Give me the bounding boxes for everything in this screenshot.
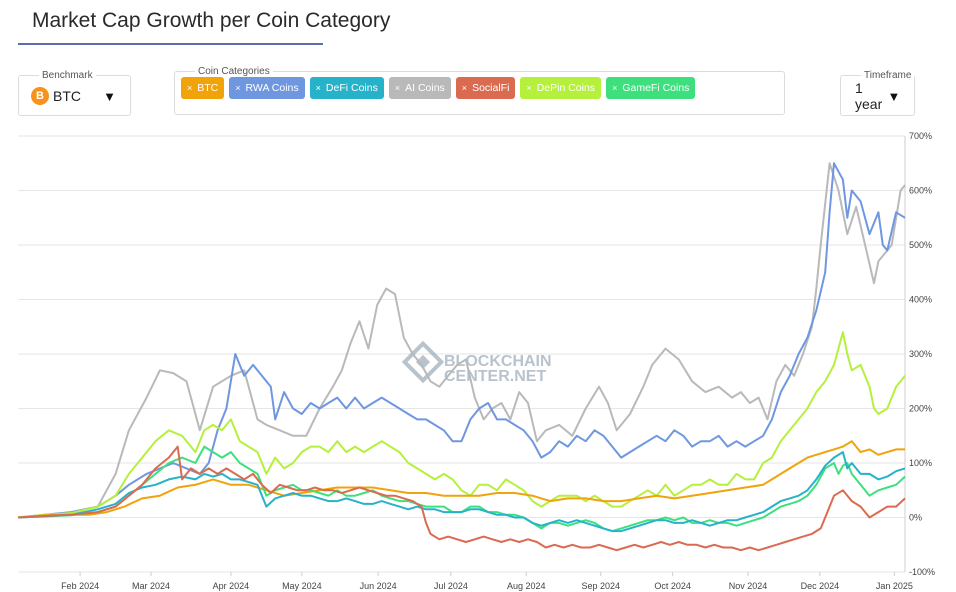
x-tick-label: Nov 2024 (729, 581, 768, 591)
benchmark-value: BTC (53, 88, 81, 104)
x-tick-label: Jun 2024 (360, 581, 397, 591)
x-tick-label: Sep 2024 (581, 581, 620, 591)
series-line-gamefi-coins (17, 445, 906, 533)
watermark-line1: BLOCKCHAIN (444, 353, 552, 370)
x-axis: Feb 2024 Mar 2024 Apr 2024 May 2024 Jun 2024… (61, 572, 913, 591)
x-tick-label: Jan 2025 (876, 581, 913, 591)
market-cap-chart: BLOCKCHAIN CENTER.NET -100% 0% 100% 200% 300… (17, 131, 935, 591)
y-tick-label: 500% (909, 240, 932, 250)
x-tick-label: Feb 2024 (61, 581, 99, 591)
category-chip-label: DePin Coins (536, 82, 596, 94)
x-tick-label: Jul 2024 (434, 581, 468, 591)
chevron-down-icon[interactable]: ▼ (103, 88, 116, 104)
page-title: Market Cap Growth per Coin Category (32, 9, 391, 32)
x-tick-label: Mar 2024 (132, 581, 170, 591)
y-tick-label: 400% (909, 295, 932, 305)
y-tick-label: 0% (909, 513, 922, 523)
timeframe-legend: Timeframe (864, 70, 912, 81)
chevron-down-icon[interactable]: ▼ (887, 88, 901, 104)
category-chip[interactable]: × AI Coins (388, 77, 451, 99)
series-line-rwa-coins (17, 162, 906, 519)
series-line-btc (17, 440, 905, 519)
category-chip-label: AI Coins (405, 82, 445, 94)
timeframe-select[interactable]: Timeframe 1 year ▼ (840, 70, 916, 116)
categories-legend: Coin Categories (198, 66, 270, 77)
close-icon[interactable]: × (235, 83, 241, 93)
x-tick-label: Apr 2024 (213, 581, 250, 591)
category-chip-label: GameFi Coins (622, 82, 690, 94)
category-chip[interactable]: × GameFi Coins (606, 77, 696, 99)
series-line-socialfi (17, 445, 906, 552)
chart-series (17, 162, 906, 552)
coin-categories-filter: Coin Categories × BTC × RWA Coins × DeFi Coin… (174, 66, 785, 115)
y-tick-label: 600% (909, 186, 932, 196)
close-icon[interactable]: × (187, 83, 193, 93)
y-tick-label: 200% (909, 404, 932, 414)
benchmark-select[interactable]: Benchmark B BTC ▼ (18, 70, 131, 116)
category-chip-label: SocialFi (472, 82, 510, 94)
category-chip[interactable]: × DePin Coins (520, 77, 602, 99)
x-tick-label: Aug 2024 (507, 581, 546, 591)
y-tick-label: -100% (909, 567, 935, 577)
y-axis: -100% 0% 100% 200% 300% 400% 500% 600% 700% (909, 131, 935, 577)
category-chip-label: BTC (197, 82, 219, 94)
close-icon[interactable]: × (315, 83, 321, 93)
y-tick-label: 700% (909, 131, 932, 141)
category-chip-label: DeFi Coins (325, 82, 378, 94)
blockchain-center-logo-icon (401, 340, 445, 384)
series-line-defi-coins (17, 451, 906, 533)
x-tick-label: May 2024 (282, 581, 322, 591)
close-icon[interactable]: × (612, 83, 618, 93)
x-tick-label: Dec 2024 (801, 581, 840, 591)
y-tick-label: 300% (909, 349, 932, 359)
category-chip-label: RWA Coins (245, 82, 299, 94)
y-tick-label: 100% (909, 458, 932, 468)
category-chip[interactable]: × RWA Coins (229, 77, 305, 99)
series-line-ai-coins (17, 162, 906, 519)
watermark-line2: CENTER.NET (444, 368, 546, 385)
category-chip[interactable]: × BTC (181, 77, 225, 99)
close-icon[interactable]: × (461, 83, 468, 93)
benchmark-legend: Benchmark (42, 70, 93, 81)
watermark: BLOCKCHAIN CENTER.NET (401, 340, 552, 385)
timeframe-value: 1 year (855, 80, 883, 112)
category-chip[interactable]: × DeFi Coins (309, 77, 384, 99)
close-icon[interactable]: × (526, 83, 532, 93)
close-icon[interactable]: × (394, 83, 401, 93)
series-line-depin-coins (17, 331, 906, 519)
x-tick-label: Oct 2024 (654, 581, 691, 591)
category-chip[interactable]: × SocialFi (455, 77, 516, 99)
title-underline (18, 43, 323, 45)
bitcoin-icon: B (31, 87, 49, 105)
